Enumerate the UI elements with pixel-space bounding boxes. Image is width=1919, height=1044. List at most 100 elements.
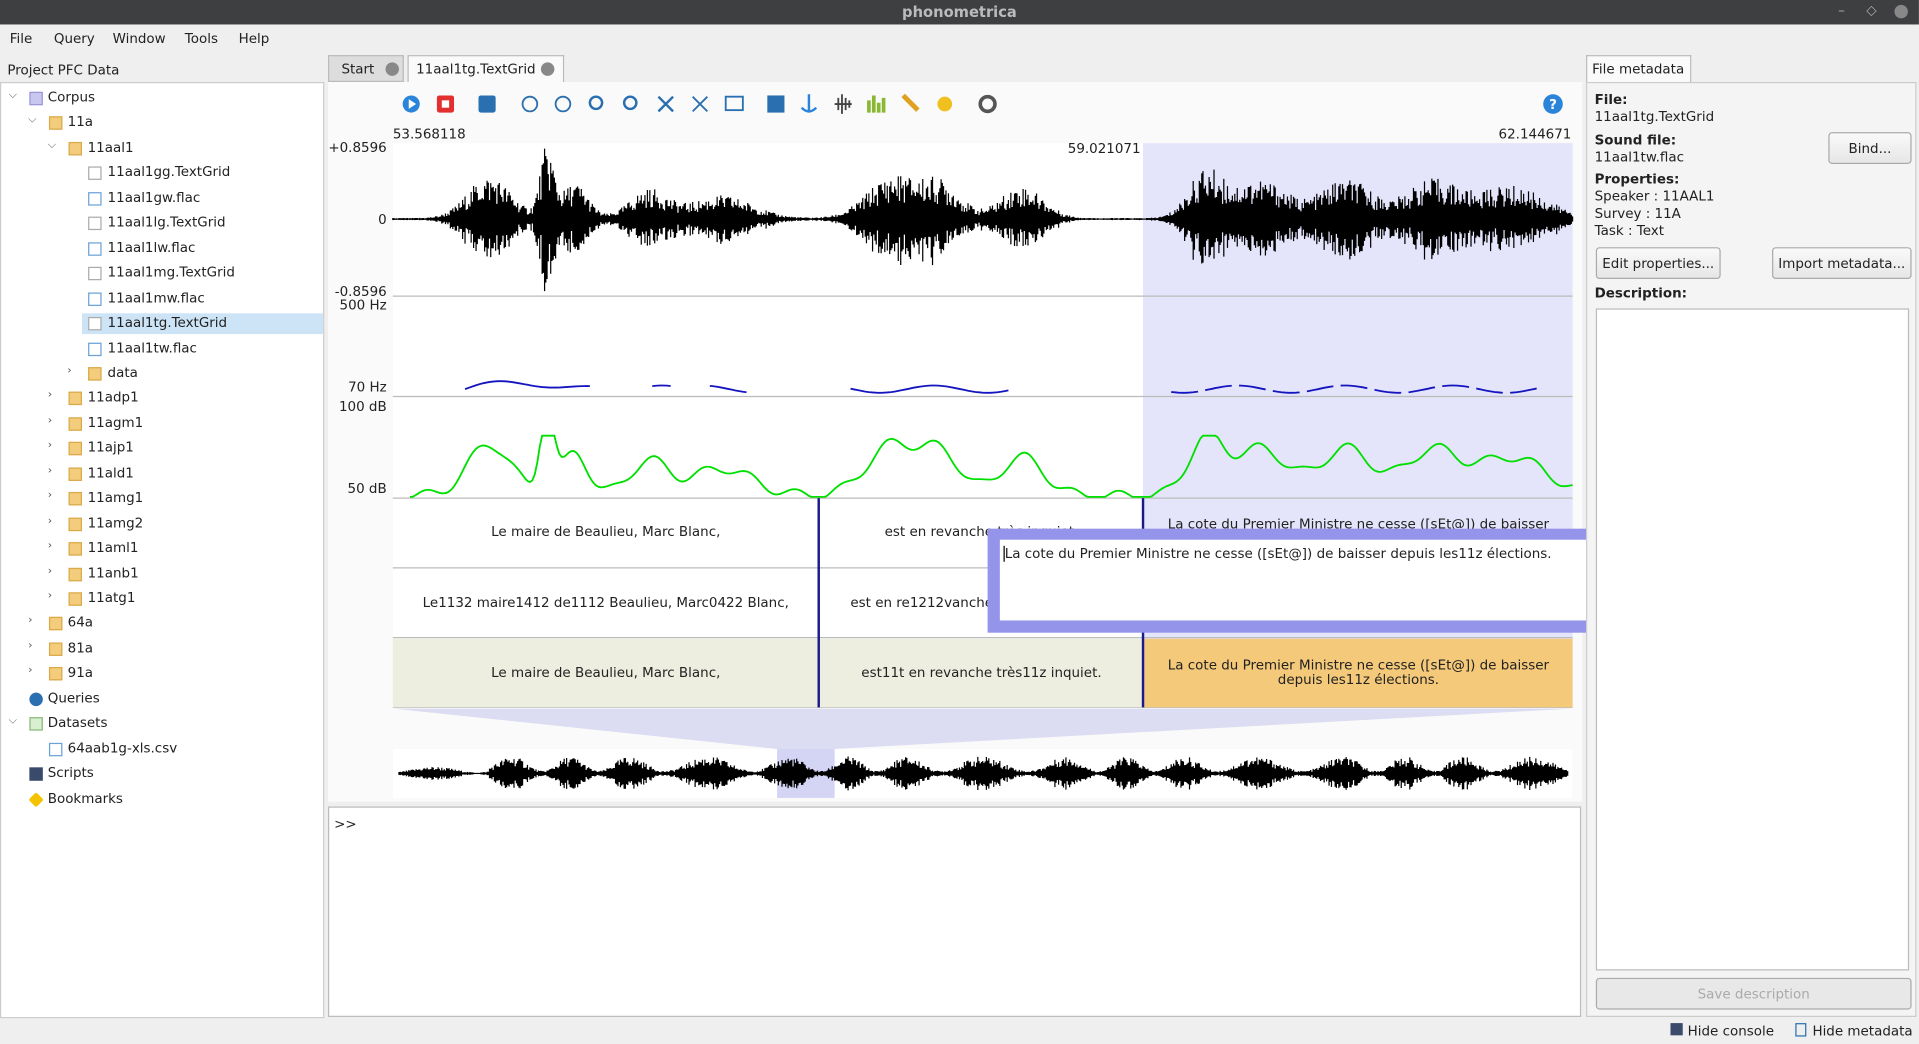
tree-row[interactable]: 11aal1gw.flac xyxy=(1,188,323,209)
waveform-toggle[interactable] xyxy=(834,94,852,114)
tree-row[interactable]: 11aal1mg.TextGrid xyxy=(1,263,323,284)
tab[interactable]: Start xyxy=(327,55,404,82)
tree-icon xyxy=(68,542,82,556)
help-button[interactable] xyxy=(1543,94,1563,114)
panel-title: Project PFC Data xyxy=(7,62,120,79)
tab-active[interactable]: File metadata xyxy=(1586,55,1692,84)
tree-row[interactable]: › 91a xyxy=(1,664,323,685)
help-icon: ? xyxy=(1549,98,1557,113)
zoom-fit[interactable] xyxy=(657,95,674,113)
tier-label[interactable]: Le1132 maire1412 de1112 Beaulieu, Marc04… xyxy=(422,594,789,611)
menu-item[interactable]: Tools xyxy=(184,30,218,47)
expander[interactable]: ⌵ xyxy=(8,89,17,102)
tree-icon xyxy=(88,317,102,331)
expander[interactable]: › xyxy=(47,514,53,528)
tree-row[interactable]: 11aal1tg.TextGrid xyxy=(81,313,324,335)
zoom-out[interactable] xyxy=(588,95,604,111)
close[interactable] xyxy=(1894,4,1908,19)
tree-row[interactable]: 11aal1gg.TextGrid xyxy=(1,163,323,184)
tree-row[interactable]: › 11anb1 xyxy=(1,564,323,585)
expander[interactable]: ⌵ xyxy=(28,114,37,127)
expander[interactable]: › xyxy=(47,439,53,452)
tree-row[interactable]: › 11amg2 xyxy=(1,514,323,535)
tree-row[interactable]: 11aal1lw.flac xyxy=(1,238,323,259)
expander[interactable]: › xyxy=(47,539,53,553)
tab-close[interactable] xyxy=(385,62,399,76)
tree-label: 64aab1g-xls.csv xyxy=(67,740,178,756)
tab-close[interactable] xyxy=(540,62,555,76)
tree-row[interactable]: 11aal1mw.flac xyxy=(1,288,323,309)
tree-row[interactable]: › 11agm1 xyxy=(1,413,323,434)
expander[interactable]: › xyxy=(67,364,72,377)
tree-row[interactable]: ⌵ Datasets xyxy=(1,714,323,735)
anchor[interactable] xyxy=(800,94,818,113)
pitch-toggle[interactable] xyxy=(937,96,953,112)
expander[interactable]: › xyxy=(47,389,53,402)
menu-item[interactable]: Window xyxy=(112,30,166,47)
cursor-time: 59.021071 xyxy=(1067,140,1141,157)
selection[interactable] xyxy=(724,95,744,112)
spectrogram-toggle[interactable] xyxy=(867,95,886,113)
expander[interactable]: ⌵ xyxy=(47,139,57,152)
edit-properties-button[interactable]: Edit properties... xyxy=(1595,247,1721,280)
tree-row[interactable]: › 11atg1 xyxy=(1,589,323,610)
expander[interactable]: › xyxy=(28,639,33,653)
tab-active[interactable]: 11aal1tg.TextGrid xyxy=(407,55,565,84)
tree-icon xyxy=(68,567,82,581)
expander[interactable]: › xyxy=(28,614,33,628)
expander[interactable]: › xyxy=(47,564,53,578)
tree-row[interactable]: › 64a xyxy=(1,614,323,635)
tree-row[interactable]: › 81a xyxy=(1,639,323,660)
import-metadata-button[interactable]: Import metadata... xyxy=(1772,247,1912,280)
menu-item[interactable]: Help xyxy=(238,30,270,47)
tree-icon xyxy=(88,166,102,181)
tree-row[interactable]: › 11adp1 xyxy=(1,388,323,409)
tier-label[interactable]: La cote du Premier Ministre ne cesse ([s… xyxy=(1167,657,1550,688)
tree-row[interactable]: 11aal1lg.TextGrid xyxy=(1,213,323,234)
settings[interactable] xyxy=(978,94,997,114)
overview-waveform xyxy=(398,756,1569,791)
bind-button[interactable]: Bind... xyxy=(1828,132,1912,164)
tree-icon xyxy=(48,642,63,656)
tier-label[interactable]: Le maire de Beaulieu, Marc Blanc, xyxy=(491,523,721,540)
console[interactable]: >> xyxy=(327,806,1582,1017)
zoom-all[interactable] xyxy=(692,96,709,113)
description-input[interactable] xyxy=(1595,308,1910,971)
expander[interactable]: › xyxy=(47,464,53,477)
formants-toggle[interactable] xyxy=(901,93,920,112)
tree-icon xyxy=(68,467,82,481)
tree-row[interactable]: Queries xyxy=(1,689,323,710)
tree-row[interactable]: ⌵ 11a xyxy=(1,113,323,134)
tier-label[interactable]: Le maire de Beaulieu, Marc Blanc, xyxy=(491,664,721,681)
maximize[interactable]: ◇ xyxy=(1866,2,1877,19)
expander[interactable]: › xyxy=(47,489,53,502)
status-button[interactable]: Hide console xyxy=(1687,1023,1775,1040)
tree-row[interactable]: Scripts xyxy=(1,764,323,785)
save-button[interactable] xyxy=(478,95,496,113)
label-input-text: La cote du Premier Ministre ne cesse ([s… xyxy=(1003,545,1552,562)
status-button[interactable]: Hide metadata xyxy=(1812,1023,1913,1040)
tree-row[interactable]: ⌵ Corpus xyxy=(1,88,323,109)
zoom-in[interactable] xyxy=(622,95,638,111)
tree-row[interactable]: 11aal1tw.flac xyxy=(1,338,323,359)
tree-row[interactable]: Bookmarks xyxy=(1,789,323,810)
forward-button[interactable] xyxy=(554,95,572,113)
tree-row[interactable]: ⌵ 11aal1 xyxy=(1,138,323,159)
back-button[interactable] xyxy=(521,95,539,113)
expander[interactable]: › xyxy=(28,664,33,678)
minimize[interactable]: – xyxy=(1838,2,1845,19)
tree-row[interactable]: › data xyxy=(1,363,323,384)
expander[interactable]: › xyxy=(47,414,53,427)
expander[interactable]: › xyxy=(47,589,53,603)
tier-label[interactable]: est11t en revanche très11z inquiet. xyxy=(861,664,1102,681)
tree-row[interactable]: › 11ajp1 xyxy=(1,438,323,459)
layers[interactable] xyxy=(767,95,785,113)
menu-item[interactable]: Query xyxy=(53,30,95,47)
tree-row[interactable]: › 11ald1 xyxy=(1,464,323,485)
tree-row[interactable]: › 11amg1 xyxy=(1,489,323,510)
tree-row[interactable]: 64aab1g-xls.csv xyxy=(1,739,323,760)
menu-item[interactable]: File xyxy=(9,30,33,47)
pitch-contour xyxy=(709,384,747,394)
tree-row[interactable]: › 11aml1 xyxy=(1,539,323,560)
expander[interactable]: ⌵ xyxy=(8,715,17,728)
